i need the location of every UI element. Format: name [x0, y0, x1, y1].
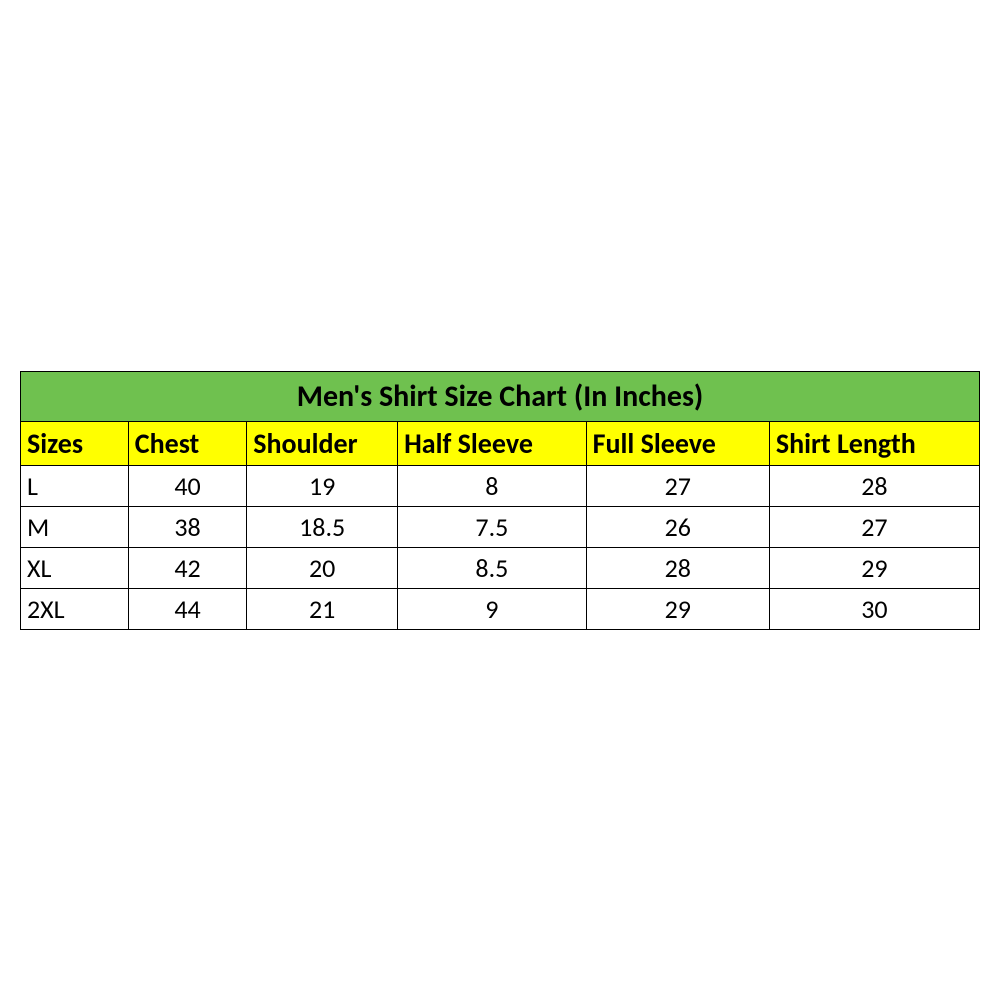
column-header-half-sleeve: Half Sleeve: [398, 421, 587, 465]
table-row: XL 42 20 8.5 28 29: [21, 547, 980, 588]
table-header-row: Sizes Chest Shoulder Half Sleeve Full Sl…: [21, 421, 980, 465]
cell-size: L: [21, 465, 129, 506]
cell-shoulder: 20: [247, 547, 398, 588]
cell-shoulder: 18.5: [247, 506, 398, 547]
cell-shirt-length: 29: [769, 547, 979, 588]
column-header-full-sleeve: Full Sleeve: [586, 421, 769, 465]
cell-size: 2XL: [21, 588, 129, 629]
table-body: L 40 19 8 27 28 M 38 18.5 7.5 26 27 XL 4…: [21, 465, 980, 629]
column-header-shoulder: Shoulder: [247, 421, 398, 465]
cell-shirt-length: 27: [769, 506, 979, 547]
column-header-shirt-length: Shirt Length: [769, 421, 979, 465]
cell-half-sleeve: 9: [398, 588, 587, 629]
column-header-chest: Chest: [128, 421, 247, 465]
cell-half-sleeve: 8: [398, 465, 587, 506]
cell-half-sleeve: 7.5: [398, 506, 587, 547]
cell-chest: 42: [128, 547, 247, 588]
cell-full-sleeve: 27: [586, 465, 769, 506]
cell-chest: 38: [128, 506, 247, 547]
cell-full-sleeve: 28: [586, 547, 769, 588]
size-chart-table: Men's Shirt Size Chart (In Inches) Sizes…: [20, 371, 980, 630]
table-row: L 40 19 8 27 28: [21, 465, 980, 506]
size-chart-wrapper: Men's Shirt Size Chart (In Inches) Sizes…: [20, 371, 980, 630]
cell-full-sleeve: 26: [586, 506, 769, 547]
cell-shirt-length: 28: [769, 465, 979, 506]
table-title: Men's Shirt Size Chart (In Inches): [21, 371, 980, 421]
table-row: 2XL 44 21 9 29 30: [21, 588, 980, 629]
cell-chest: 44: [128, 588, 247, 629]
cell-full-sleeve: 29: [586, 588, 769, 629]
cell-shirt-length: 30: [769, 588, 979, 629]
cell-shoulder: 19: [247, 465, 398, 506]
cell-shoulder: 21: [247, 588, 398, 629]
table-title-row: Men's Shirt Size Chart (In Inches): [21, 371, 980, 421]
table-row: M 38 18.5 7.5 26 27: [21, 506, 980, 547]
column-header-sizes: Sizes: [21, 421, 129, 465]
cell-half-sleeve: 8.5: [398, 547, 587, 588]
cell-size: M: [21, 506, 129, 547]
cell-size: XL: [21, 547, 129, 588]
cell-chest: 40: [128, 465, 247, 506]
